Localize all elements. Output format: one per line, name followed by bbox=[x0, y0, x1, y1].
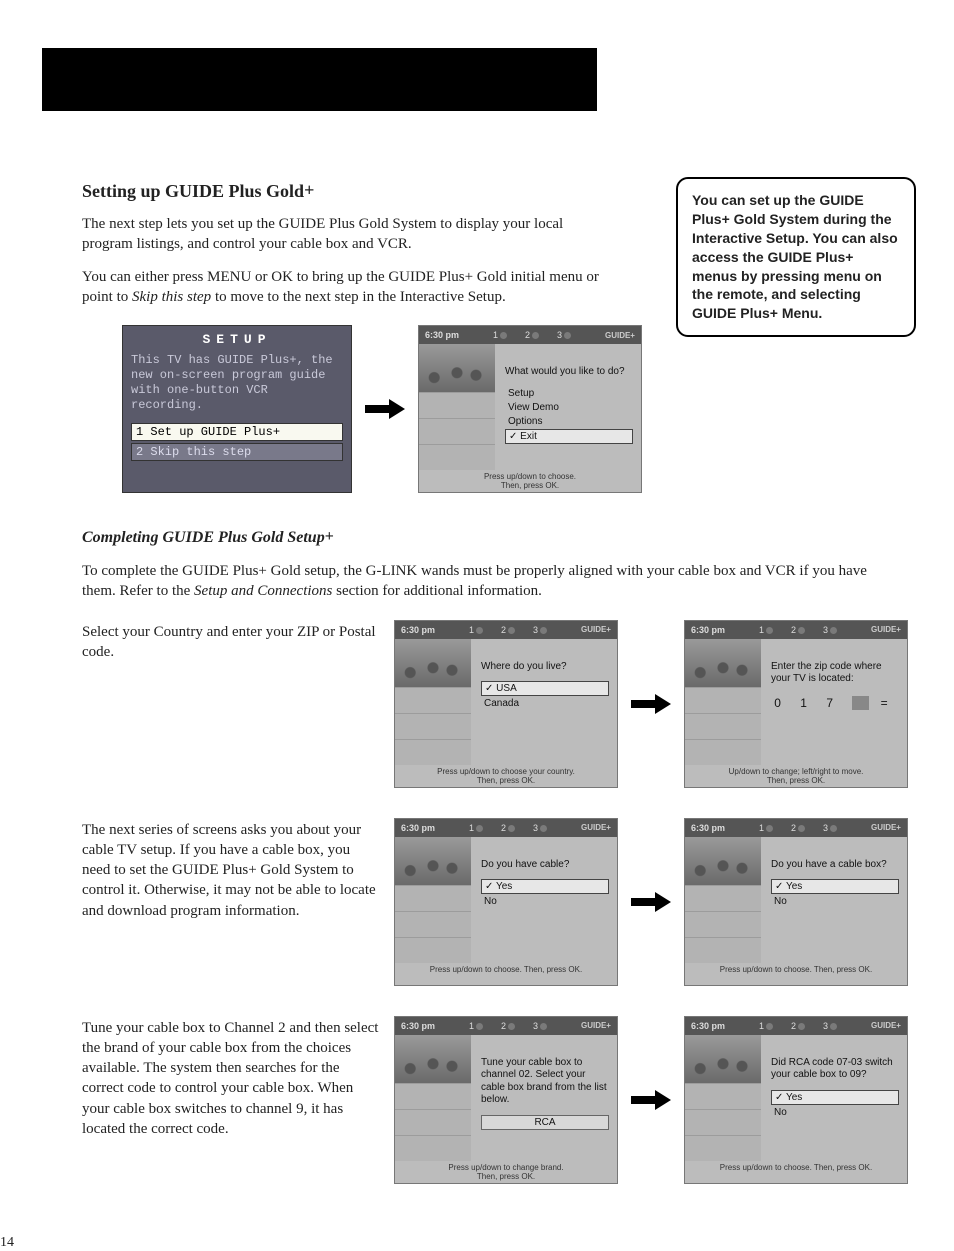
row-tune-text: Tune your cable box to Channel 2 and the… bbox=[82, 1016, 382, 1140]
tv-choice[interactable]: Options bbox=[505, 415, 633, 428]
row-cable: The next series of screens asks you abou… bbox=[82, 818, 912, 986]
step-paragraph: To complete the GUIDE Plus+ Gold setup, … bbox=[82, 561, 892, 602]
tv-screen-cable: 6:30 pm123GUIDE+Do you have cable?YesNoP… bbox=[394, 818, 618, 986]
tv-choice[interactable]: Exit bbox=[505, 429, 633, 444]
setup-panel-option-1[interactable]: 1 Set up GUIDE Plus+ bbox=[131, 423, 343, 441]
arrow-icon bbox=[630, 1090, 672, 1110]
tip-sidebox: You can set up the GUIDE Plus+ Gold Syst… bbox=[676, 177, 916, 337]
tv-choice[interactable]: No bbox=[771, 1106, 899, 1119]
tv-screen-main-menu: 6:30 pm123GUIDE+What would you like to d… bbox=[418, 325, 642, 493]
setup-panel: SETUP This TV has GUIDE Plus+, the new o… bbox=[122, 325, 352, 493]
tv-choice[interactable]: Yes bbox=[771, 1090, 899, 1105]
tv-choice[interactable]: View Demo bbox=[505, 401, 633, 414]
tv-choice[interactable]: No bbox=[771, 895, 899, 908]
tv-screen-zip: 6:30 pm123GUIDE+Enter the zip code where… bbox=[684, 620, 908, 788]
step-title: Completing GUIDE Plus Gold Setup+ bbox=[82, 529, 912, 547]
tv-choice[interactable]: Yes bbox=[481, 879, 609, 894]
tv-choice[interactable]: USA bbox=[481, 681, 609, 696]
arrow-icon bbox=[364, 399, 406, 419]
page-number: 14 bbox=[0, 1235, 14, 1251]
tv-screen-cablebox: 6:30 pm123GUIDE+Do you have a cable box?… bbox=[684, 818, 908, 986]
setup-row: SETUP This TV has GUIDE Plus+, the new o… bbox=[122, 325, 912, 493]
intro-paragraph-2: You can either press MENU or OK to bring… bbox=[82, 267, 612, 308]
setup-panel-header: SETUP bbox=[131, 332, 343, 347]
tv-screen-brand: 6:30 pm123GUIDE+Tune your cable box to c… bbox=[394, 1016, 618, 1184]
arrow-icon bbox=[630, 892, 672, 912]
row-country: Select your Country and enter your ZIP o… bbox=[82, 620, 912, 788]
tv-choice[interactable]: No bbox=[481, 895, 609, 908]
tv-brand-value[interactable]: RCA bbox=[481, 1115, 609, 1130]
tv-screen-code: 6:30 pm123GUIDE+Did RCA code 07-03 switc… bbox=[684, 1016, 908, 1184]
intro-paragraph-1: The next step lets you set up the GUIDE … bbox=[82, 214, 612, 255]
tv-choice[interactable]: Canada bbox=[481, 697, 609, 710]
setup-panel-option-2[interactable]: 2 Skip this step bbox=[131, 443, 343, 461]
tv-choice[interactable]: Yes bbox=[771, 879, 899, 894]
header-black-block bbox=[42, 48, 597, 111]
arrow-icon bbox=[630, 694, 672, 714]
row-cable-text: The next series of screens asks you abou… bbox=[82, 818, 382, 921]
row-country-text: Select your Country and enter your ZIP o… bbox=[82, 620, 382, 663]
tv-choice[interactable]: Setup bbox=[505, 387, 633, 400]
tv-screen-country: 6:30 pm123GUIDE+Where do you live?USACan… bbox=[394, 620, 618, 788]
setup-panel-desc: This TV has GUIDE Plus+, the new on-scre… bbox=[131, 353, 343, 413]
row-tune: Tune your cable box to Channel 2 and the… bbox=[82, 1016, 912, 1184]
